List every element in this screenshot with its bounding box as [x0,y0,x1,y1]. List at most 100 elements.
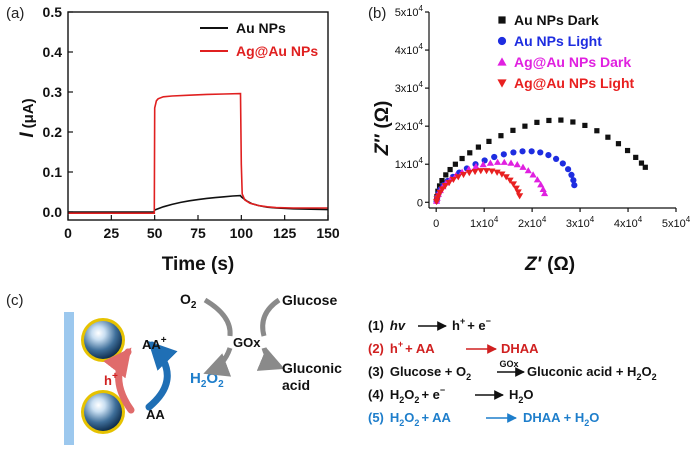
red-cycle-arrow [103,347,135,414]
point-au-light [559,160,566,167]
point-au-dark [467,150,473,156]
point-agau-dark [529,171,537,178]
point-au-light [571,182,578,189]
y-tick-label: 1x104 [395,156,424,171]
point-agau-dark [486,159,494,166]
svg-text:h++ e−: h+ + e− [452,316,491,333]
point-agau-light [454,174,462,181]
legend-marker-agau-dark [497,57,507,66]
aa-label: AA [146,407,165,422]
point-agau-dark [500,158,508,165]
point-agau-light [471,168,479,176]
point-au-light [552,155,560,163]
y-tick-label: 0.5 [43,4,63,20]
x-tick-label: 25 [104,225,120,241]
point-agau-light [493,169,501,176]
chart-b-ylabel-unit: (Ω) [372,101,393,129]
point-agau-light [488,168,496,175]
x-tick-label: 1x104 [470,215,499,230]
point-agau-light [514,189,522,196]
point-au-dark [605,134,611,140]
point-agau-dark [533,176,541,183]
y-tick-label: 4x104 [395,42,424,57]
svg-text:DHAA: DHAA [501,341,539,356]
point-agau-light [509,181,518,188]
point-agau-light [459,171,468,179]
svg-text:(5)H2O2+ AA: (5) H2O2 + AA [368,410,452,428]
point-agau-dark [472,162,480,170]
point-agau-light [482,168,491,175]
chart-a-xlabel: Time (s) [162,254,235,275]
reaction-2: (2) h+ + AA DHAA [368,339,539,356]
point-au-dark [439,177,445,184]
aa-plus-label: AA+ [142,335,167,352]
point-au-dark [459,155,465,162]
point-au-dark [447,166,453,173]
legend-marker-au-light [497,36,507,46]
chart-b-xlabel-unit: (Ω) [547,254,575,275]
reaction-1: (1) hv h+ + e− [368,316,491,333]
point-au-dark [570,119,576,125]
point-au-dark [510,127,516,133]
chart-b-xlabel-symbol: Z′ [524,254,543,275]
point-au-dark [452,161,458,167]
point-au-dark [486,138,492,144]
h-plus-label: h+ [104,371,118,388]
point-au-dark [546,117,552,124]
chart-a-ylabel-symbol: I [17,132,38,138]
point-au-light [528,148,535,155]
point-au-light [545,151,552,159]
chart-a-ylabel: I (μA) [17,98,38,137]
x-tick-label: 0 [64,225,72,241]
y-tick-label: 0.1 [43,164,63,180]
point-agau-light [477,168,485,175]
point-agau-dark [519,163,527,170]
y-tick-label: 0.0 [43,204,63,220]
point-au-dark [582,122,588,129]
legend-label-au: Au NPs [236,20,286,36]
y-tick-label: 0.3 [43,84,63,100]
panel-label-c: (c) [6,292,24,309]
blue-cycle-arrow [145,340,178,411]
point-agau-light [465,170,473,177]
y-tick-label: 3x104 [395,80,424,95]
point-agau-dark [524,167,532,174]
glucose-label: Glucose [282,292,337,308]
x-tick-label: 150 [316,225,340,241]
point-agau-light [438,186,447,193]
point-au-light [500,151,507,158]
point-agau-dark [493,158,502,165]
gluconic-label-line2: acid [282,377,310,393]
svg-text:Gluconic acid + H2O2: Gluconic acid + H2O2 [527,364,657,382]
point-agau-light [449,176,458,184]
point-au-dark [443,172,449,178]
panel-label-a: (a) [6,5,24,22]
o2-label: O2 [180,291,197,311]
point-au-light [570,177,577,184]
point-au-dark [615,141,622,147]
point-au-light [537,149,544,156]
point-au-light [519,148,526,155]
nanoparticle-sphere-icon [81,318,125,362]
chart-a-frame [67,11,329,221]
y-tick-label: 0.4 [43,44,63,60]
point-agau-light [516,193,524,200]
y-tick-label: 0 [417,197,423,209]
point-agau-light [445,179,453,187]
glucose-to-gox-arrow [260,297,281,337]
point-agau-dark [539,185,547,192]
x-tick-label: 5x104 [662,215,691,230]
y-tick-label: 0.2 [43,124,63,140]
point-au-dark [594,128,600,134]
point-au-light [564,166,572,173]
point-au-dark [642,164,648,170]
reaction-list: (1) hv h+ + e− (2) h+ + AA DHAA (3) Glucose +… [368,316,657,428]
chart-b: (b) 0 1x104 2x104 3x104 4x104 5x104 0 1x104 2x10… [368,4,691,275]
point-agau-light [506,177,514,184]
nanoparticle-sphere-icon [81,390,125,434]
svg-text:(1)hv: (1) hv [368,318,406,333]
svg-text:H2O: H2O [509,387,534,405]
point-agau-light [441,182,449,190]
legend-label-agau-dark: Ag@Au NPs Dark [514,54,631,70]
